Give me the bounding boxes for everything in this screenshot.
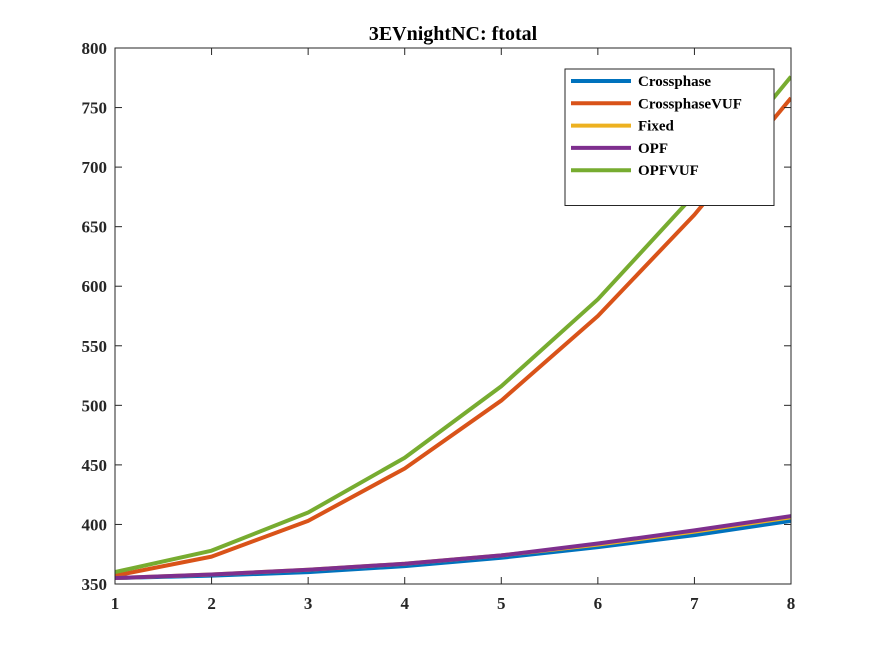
x-tick-label: 3 <box>304 594 313 613</box>
legend-label-crossphase: Crossphase <box>638 74 711 90</box>
x-tick-label: 8 <box>787 594 796 613</box>
y-tick-label: 500 <box>82 396 108 415</box>
x-tick-label: 5 <box>497 594 506 613</box>
y-tick-label: 400 <box>82 515 108 534</box>
x-tick-label: 7 <box>690 594 699 613</box>
legend-label-crossphasevuf: CrossphaseVUF <box>638 96 742 112</box>
x-tick-label: 2 <box>207 594 216 613</box>
y-tick-label: 450 <box>82 456 108 475</box>
series-line-opfvuf <box>115 75 791 575</box>
legend-box <box>564 68 775 206</box>
legend-label-opf: OPF <box>638 141 668 157</box>
series-layer <box>115 75 791 581</box>
y-tick-label: 600 <box>82 277 108 296</box>
y-tick-label: 350 <box>82 575 108 594</box>
axes-layer: 1 2 3 4 5 6 7 8 350 400 450 500 550 600 650 700 750 800 <box>82 39 796 613</box>
legend-label-fixed: Fixed <box>638 119 674 135</box>
plot-frame <box>114 47 792 585</box>
y-tick-label: 650 <box>82 218 108 237</box>
y-tick-label: 800 <box>82 39 108 58</box>
x-tick-label: 6 <box>594 594 603 613</box>
chart-title: 3EVnightNC: ftotal <box>369 23 538 45</box>
legend: Crossphase CrossphaseVUF Fixed OPF OPFVUF <box>564 68 775 206</box>
y-tick-label: 550 <box>82 337 108 356</box>
series-line-opf <box>115 514 791 581</box>
series-line-crossphasevuf <box>115 96 791 578</box>
x-tick-label: 4 <box>400 594 409 613</box>
y-tick-label: 700 <box>82 158 108 177</box>
legend-label-opfvuf: OPFVUF <box>638 163 699 179</box>
x-tick-label: 1 <box>111 594 120 613</box>
y-tick-label: 750 <box>82 99 108 118</box>
